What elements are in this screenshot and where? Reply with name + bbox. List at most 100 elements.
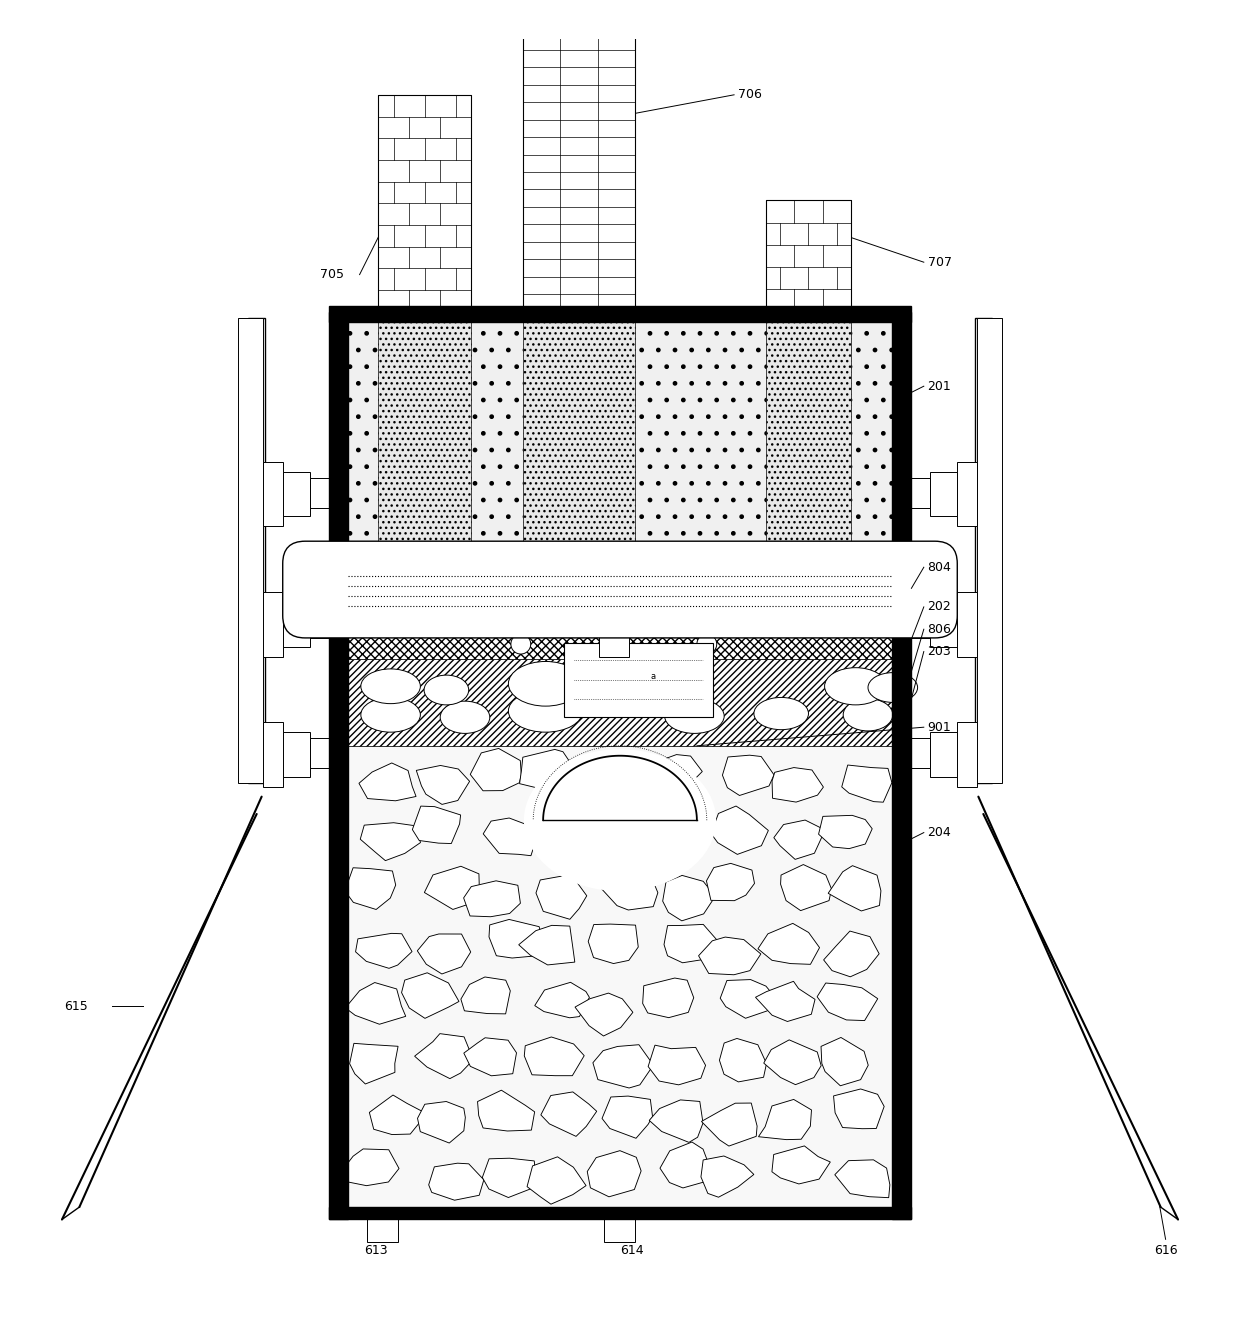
Polygon shape [402, 973, 459, 1019]
Polygon shape [719, 1039, 766, 1082]
Ellipse shape [843, 699, 893, 731]
Bar [892, 312, 911, 1219]
Polygon shape [759, 1099, 811, 1140]
Bar [910, 478, 930, 507]
Ellipse shape [523, 749, 717, 891]
Polygon shape [464, 1037, 517, 1075]
Polygon shape [755, 982, 815, 1021]
Polygon shape [525, 1037, 584, 1075]
Polygon shape [346, 982, 405, 1024]
Text: 705: 705 [320, 268, 343, 281]
Polygon shape [702, 1103, 758, 1147]
Bar [900, 614, 910, 630]
Bar [310, 738, 330, 768]
Polygon shape [821, 1037, 868, 1086]
Bar [957, 722, 977, 787]
Bar [348, 622, 892, 659]
Ellipse shape [361, 697, 420, 733]
Polygon shape [774, 820, 823, 859]
Bar [564, 643, 713, 717]
Bar [263, 592, 283, 656]
Polygon shape [758, 924, 820, 965]
Bar [766, 200, 851, 312]
Bar [283, 472, 310, 517]
Bar [910, 738, 930, 768]
Bar [957, 461, 977, 526]
Ellipse shape [508, 662, 583, 706]
Polygon shape [723, 755, 774, 796]
Polygon shape [662, 875, 715, 921]
Bar [283, 733, 310, 776]
Bar [378, 95, 471, 312]
Bar [900, 745, 910, 760]
Polygon shape [482, 1159, 536, 1198]
Polygon shape [370, 1095, 427, 1135]
Bar [329, 306, 911, 322]
Polygon shape [541, 1091, 596, 1136]
Text: 901: 901 [928, 721, 951, 734]
Text: 707: 707 [928, 256, 951, 269]
Bar [957, 592, 977, 656]
Polygon shape [601, 873, 658, 909]
Polygon shape [358, 763, 417, 801]
Bar [330, 614, 340, 630]
Polygon shape [417, 766, 470, 804]
Bar [930, 472, 957, 517]
Polygon shape [650, 1101, 703, 1143]
Ellipse shape [508, 691, 583, 733]
Text: 806: 806 [928, 622, 951, 635]
Text: 613: 613 [363, 1244, 388, 1257]
Ellipse shape [424, 675, 469, 705]
Polygon shape [605, 759, 660, 803]
Polygon shape [649, 1045, 706, 1085]
Bar [310, 608, 330, 638]
Polygon shape [698, 937, 761, 975]
Polygon shape [707, 863, 754, 900]
Polygon shape [477, 1090, 534, 1131]
Polygon shape [842, 764, 892, 803]
Ellipse shape [440, 701, 490, 733]
Text: 203: 203 [928, 645, 951, 658]
Bar [329, 312, 348, 1219]
Bar [263, 722, 283, 787]
Polygon shape [588, 924, 639, 963]
Text: 614: 614 [620, 1244, 645, 1257]
Text: 616: 616 [1153, 1244, 1178, 1257]
Polygon shape [520, 750, 578, 791]
Polygon shape [527, 1157, 587, 1205]
Polygon shape [711, 807, 769, 854]
Polygon shape [660, 1141, 712, 1188]
Polygon shape [575, 992, 632, 1036]
Polygon shape [532, 822, 594, 858]
Bar [348, 322, 892, 558]
Bar [329, 1207, 911, 1219]
Ellipse shape [361, 670, 420, 704]
Polygon shape [773, 1145, 831, 1184]
Polygon shape [663, 924, 717, 962]
Circle shape [511, 634, 531, 654]
Bar [310, 478, 330, 507]
Polygon shape [350, 1044, 398, 1083]
Text: a: a [651, 672, 656, 681]
Polygon shape [773, 767, 823, 803]
Bar [910, 608, 930, 638]
Bar [248, 318, 265, 783]
Polygon shape [414, 1033, 474, 1078]
Polygon shape [835, 1160, 890, 1198]
Polygon shape [818, 816, 872, 849]
Text: 204: 204 [928, 826, 951, 840]
Bar [378, 322, 471, 558]
Bar [523, 322, 635, 558]
Polygon shape [536, 875, 587, 919]
Bar [930, 602, 957, 647]
Polygon shape [720, 979, 777, 1019]
Polygon shape [701, 1156, 754, 1197]
Bar [348, 659, 892, 746]
Polygon shape [833, 1089, 884, 1128]
Polygon shape [470, 749, 521, 791]
Polygon shape [464, 880, 521, 917]
Polygon shape [587, 815, 635, 854]
Bar [977, 318, 1002, 783]
Polygon shape [534, 982, 589, 1017]
Polygon shape [647, 755, 702, 792]
